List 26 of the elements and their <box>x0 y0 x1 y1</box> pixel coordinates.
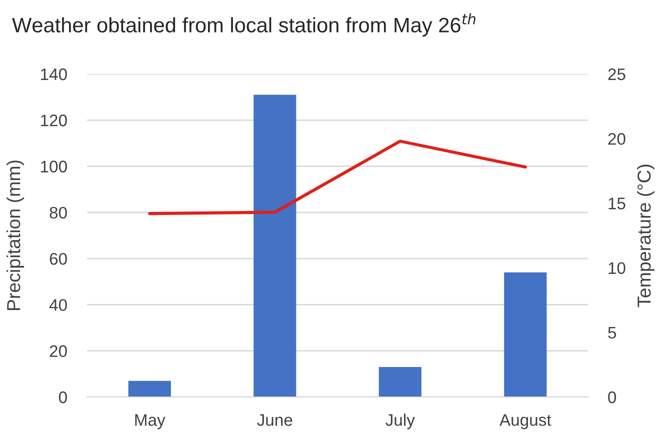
y-tick-label: 80 <box>50 206 67 219</box>
y2-tick-label: 25 <box>608 68 626 80</box>
x-tick-label: August <box>499 414 552 430</box>
chart-title: Weather obtained from local station from May 26$^{th}$ <box>12 13 476 37</box>
x-tick-label: June <box>257 414 292 426</box>
y2-axis-title: Temperature (°C) <box>637 164 654 308</box>
bar <box>378 367 422 397</box>
bar <box>254 94 296 397</box>
y-tick-label: 120 <box>41 114 67 126</box>
y-tick-label: 20 <box>50 345 67 358</box>
y-tick-label: 100 <box>41 160 67 172</box>
x-tick-label: July <box>386 414 415 430</box>
y2-tick-label: 5 <box>608 326 616 339</box>
y-tick-label: 0 <box>58 391 67 404</box>
y-tick-label: 60 <box>50 252 67 265</box>
bar <box>504 272 547 397</box>
line-series <box>148 140 527 216</box>
y-tick-label: 40 <box>49 299 67 311</box>
y2-tick-label: 10 <box>608 262 626 274</box>
y2-tick-label: 15 <box>608 198 626 210</box>
y2-tick-label: 0 <box>608 391 616 404</box>
y-axis-title: Precipitation (mm) <box>6 160 24 310</box>
x-tick-label: May <box>135 414 166 430</box>
bar <box>128 380 171 397</box>
y2-tick-label: 20 <box>608 133 626 145</box>
y-tick-label: 140 <box>41 68 67 80</box>
